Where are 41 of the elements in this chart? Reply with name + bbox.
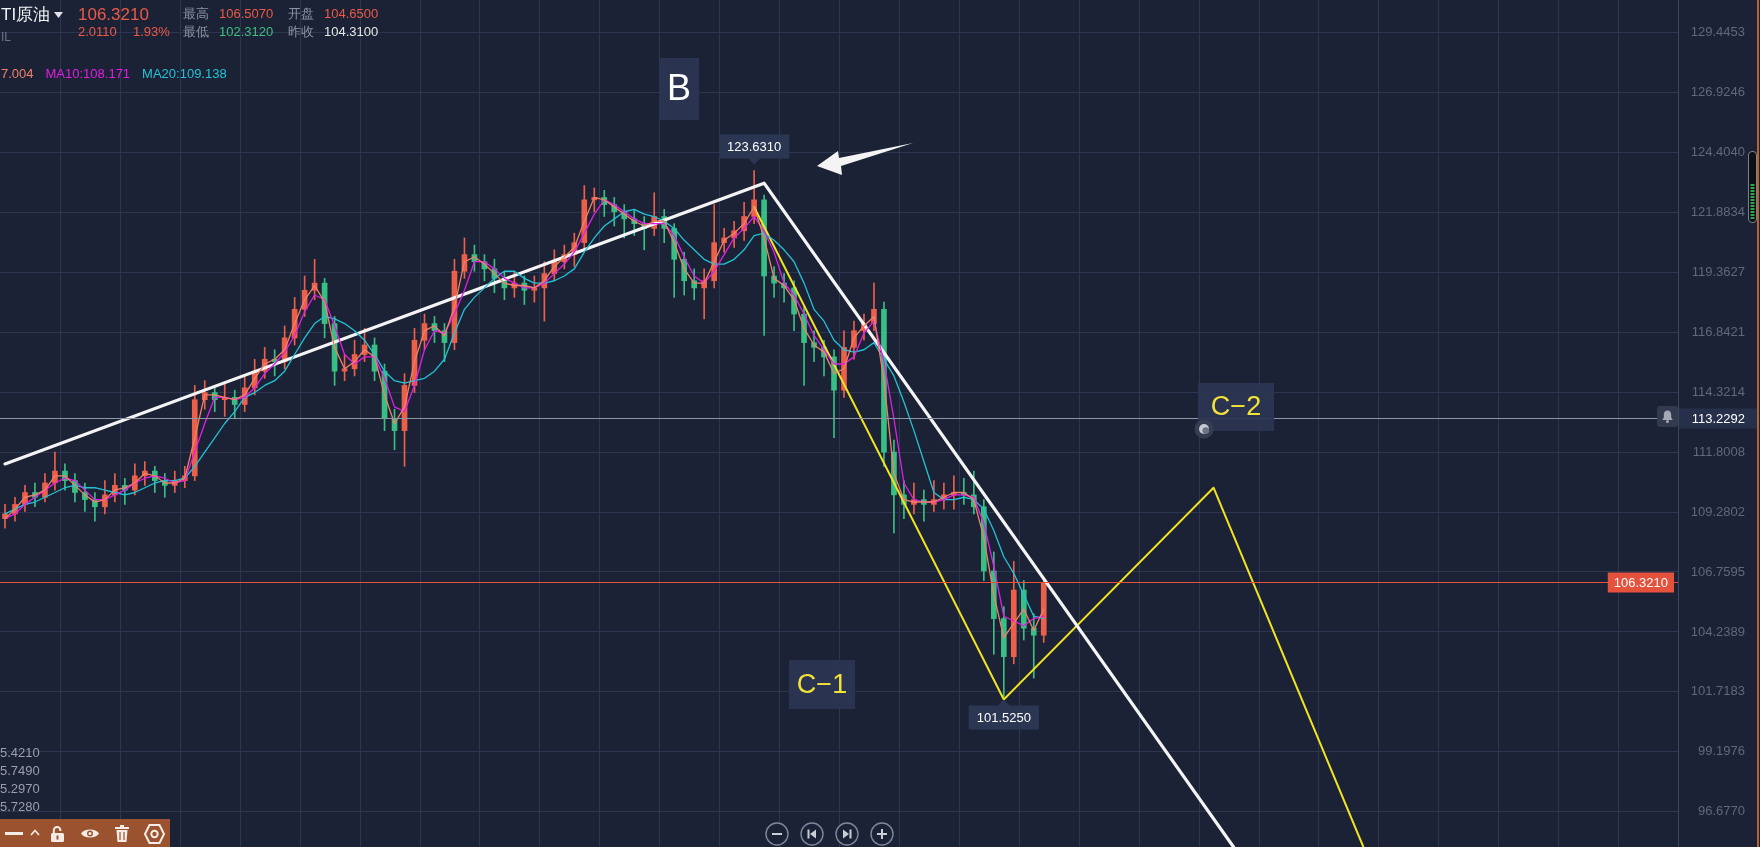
annotation: C−2 xyxy=(1210,391,1262,422)
ref-line-label: 106.3210 xyxy=(1613,574,1669,590)
text: IL xyxy=(1,30,12,45)
annotation: 106.3210 xyxy=(78,4,149,24)
y-tick-label: 99.1976 xyxy=(1698,743,1745,759)
annotation: 5.7280 xyxy=(0,798,40,814)
y-tick-label: 121.8834 xyxy=(1690,203,1745,219)
y-tick-label: 126.9246 xyxy=(1690,83,1745,99)
annotation: C−1 xyxy=(796,668,848,699)
y-tick-label: 104.2389 xyxy=(1690,623,1745,639)
y-tick-label: 106.7595 xyxy=(1690,563,1745,579)
annotation: 5.7490 xyxy=(0,762,40,778)
text: MA10:108.171 xyxy=(45,65,131,81)
annotation: 101.5250 xyxy=(976,710,1031,726)
ref-line-label: 113.2292 xyxy=(1691,410,1745,426)
y-tick-label: 101.7183 xyxy=(1690,683,1745,699)
annotation: 5.4210 xyxy=(0,744,40,760)
annotation: 104.3100 xyxy=(324,23,379,39)
text: MA20:109.138 xyxy=(142,65,227,81)
annotation: 5.2970 xyxy=(0,780,40,796)
chart-title: TI原油 xyxy=(1,4,51,24)
annotation: 昨收 xyxy=(288,23,314,39)
annotation: 106.5070 xyxy=(219,5,274,21)
y-tick-label: 109.2802 xyxy=(1690,503,1745,519)
annotation: 开盘 xyxy=(288,5,314,21)
annotation: 102.3120 xyxy=(219,23,274,39)
annotation: 1.93% xyxy=(133,23,171,39)
annotation: 123.6310 xyxy=(726,139,782,155)
annotation: 最高 xyxy=(183,5,209,21)
annotation: B xyxy=(666,66,692,108)
annotation: 最低 xyxy=(183,23,209,39)
y-tick-label: 119.3627 xyxy=(1691,263,1745,279)
y-tick-label: 96.6770 xyxy=(1698,803,1745,819)
y-tick-label: 116.8421 xyxy=(1691,323,1745,339)
y-tick-label: 114.3214 xyxy=(1691,383,1745,399)
text: 7.004 xyxy=(1,65,34,81)
y-tick-label: 129.4453 xyxy=(1690,23,1745,39)
annotation: 2.0110 xyxy=(78,23,117,39)
y-tick-label: 124.4040 xyxy=(1690,143,1745,159)
y-tick-label: 111.8008 xyxy=(1692,443,1745,459)
annotation: 104.6500 xyxy=(324,5,379,21)
